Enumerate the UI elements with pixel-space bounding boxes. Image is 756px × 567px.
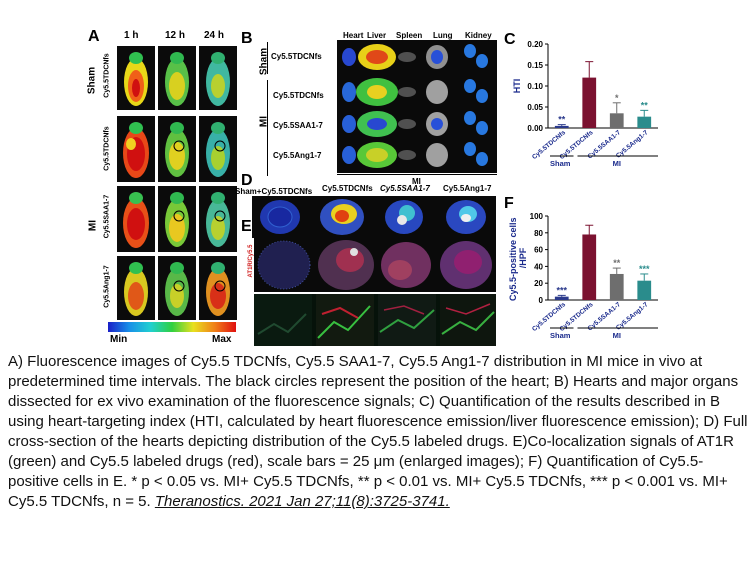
mouse-image [158, 186, 196, 252]
bar [637, 280, 652, 300]
panel-b-letter: B [241, 30, 253, 47]
significance-marker: ** [613, 258, 621, 268]
panel-b-row-4-label: Cy5.5Ang1-7 [273, 151, 322, 160]
panel-a-letter: A [88, 28, 100, 45]
mouse-image [117, 256, 155, 320]
mouse-image [199, 186, 237, 252]
mouse-image [158, 256, 196, 320]
mouse-image [158, 116, 196, 182]
panel-b-row-2-label: Cy5.5TDCNfs [273, 91, 324, 100]
panel-d-col-1-label: Sham+Cy5.5TDCNfs [235, 187, 313, 196]
panel-a-row-2-label: Cy5.5TDCNfs [103, 126, 111, 171]
panel-b-row-3-label: Cy5.5SAA1-7 [273, 121, 323, 130]
organ-liver-label: Liver [367, 31, 387, 40]
panel-b-sham-bracket [267, 42, 268, 74]
panel-e-letter: E [241, 218, 252, 235]
panel-f-letter: F [504, 195, 514, 212]
significance-marker: *** [639, 264, 650, 274]
bar [554, 125, 569, 128]
bar [554, 296, 569, 300]
organ-kidney-label: Kidney [465, 31, 492, 40]
panel-a-row-3-label: Cy5.5SAA1-7 [103, 194, 111, 239]
y-axis-label-line: Cy5.5-positive cells [508, 215, 518, 301]
colocalization-zoom-strip [254, 294, 496, 346]
significance-marker: ** [641, 100, 649, 110]
scale-min-label: Min [110, 334, 128, 345]
significance-marker: *** [556, 285, 567, 295]
bar [637, 116, 652, 128]
panel-a-time-1: 1 h [124, 30, 139, 41]
heart-section-strip [252, 196, 496, 238]
y-tick-label: 60 [534, 246, 543, 255]
panel-a-time-3: 24 h [204, 30, 225, 41]
y-tick-label: 0.15 [527, 61, 543, 70]
panel-a-sham-label: Sham [86, 66, 98, 95]
color-scale-bar [108, 322, 236, 332]
scale-max-label: Max [212, 334, 232, 345]
panel-c-chart: C0.000.050.100.150.20HTI**Cy5.5TDCNfsCy5… [504, 31, 658, 168]
y-tick-label: 0.10 [527, 82, 543, 91]
panel-d-col-2-label: Cy5.5TDCNfs [322, 184, 373, 193]
significance-marker: * [615, 93, 619, 103]
organ-spleen-label: Spleen [396, 31, 423, 40]
group-mi-label: MI [613, 159, 621, 168]
panel-b-mi-axis-line [337, 174, 497, 175]
organ-image-grid [337, 40, 497, 173]
y-tick-label: 20 [534, 279, 543, 288]
mouse-image [158, 46, 196, 110]
panel-a-row-1-label: Cy5.5TDCNfs [103, 53, 111, 98]
significance-marker: ** [558, 115, 566, 125]
caption-citation-link[interactable]: Theranostics. 2021 Jan 27;11(8):3725-374… [154, 493, 450, 510]
figure-caption: A) Fluorescence images of Cy5.5 TDCNfs, … [8, 352, 750, 512]
panel-d-col-3-label: Cy5.5SAA1-7 [380, 184, 430, 193]
panel-a-row-4-label: Cy5.5Ang1-7 [103, 265, 111, 308]
caption-text: A) Fluorescence images of Cy5.5 TDCNfs, … [8, 353, 748, 510]
panel-d-letter: D [241, 172, 253, 189]
bar [609, 273, 624, 300]
y-tick-label: 80 [534, 229, 543, 238]
y-tick-label: 0.00 [527, 124, 543, 133]
colocalization-overview-strip [254, 238, 496, 292]
panel-b-bottom-mi-label: MI [412, 177, 421, 186]
panel-c-letter: C [504, 31, 516, 48]
mouse-image [117, 46, 155, 110]
panel-b-row-1-label: Cy5.5TDCNfs [271, 52, 322, 61]
mouse-image [117, 116, 155, 182]
y-tick-label: 40 [534, 262, 543, 271]
group-sham-label: Sham [550, 331, 571, 340]
mouse-image [199, 46, 237, 110]
organ-heart-label: Heart [343, 31, 364, 40]
mouse-image [199, 256, 237, 320]
bar [582, 77, 597, 128]
mouse-image [117, 186, 155, 252]
y-tick-label: 0.05 [527, 103, 543, 112]
bar [582, 234, 597, 300]
panel-a-time-2: 12 h [165, 30, 186, 41]
mouse-image [199, 116, 237, 182]
y-tick-label: 0 [539, 296, 544, 305]
y-axis-label: Cy5.5-positive cells /HPF [508, 215, 528, 301]
group-mi-label: MI [613, 331, 621, 340]
panel-a-mi-label: MI [87, 219, 99, 232]
y-axis-label: HTI [512, 79, 522, 94]
y-axis-label-line: /HPF [518, 247, 528, 268]
composite-figure: A 1 h 12 h 24 h Sham MI Cy5.5TDCNfs Cy5.… [86, 28, 658, 346]
y-tick-label: 0.20 [527, 40, 543, 49]
panel-b-mi-bracket [267, 80, 268, 176]
organ-lung-label: Lung [433, 31, 453, 40]
bar [609, 113, 624, 128]
group-sham-label: Sham [550, 159, 571, 168]
panel-d-col-4-label: Cy5.5Ang1-7 [443, 184, 492, 193]
y-tick-label: 100 [530, 212, 544, 221]
